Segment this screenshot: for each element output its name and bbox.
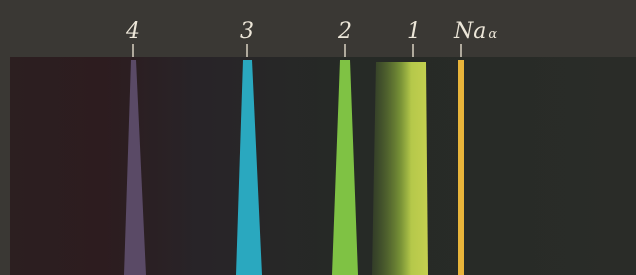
spectrum-field	[10, 57, 636, 275]
line-label: 3	[240, 19, 254, 44]
label-subscript: α	[488, 27, 497, 42]
line-na	[458, 60, 464, 275]
line-label: 1	[407, 19, 421, 44]
line-label: 2	[337, 19, 352, 44]
label-main: Na	[453, 19, 486, 44]
line-1	[372, 62, 428, 275]
page: 4 3 2 1 Naα (() => { const data = JSON.p…	[0, 0, 636, 275]
line-label: 4	[125, 19, 140, 44]
spectrum-plate: 4 3 2 1 Naα	[0, 0, 636, 275]
